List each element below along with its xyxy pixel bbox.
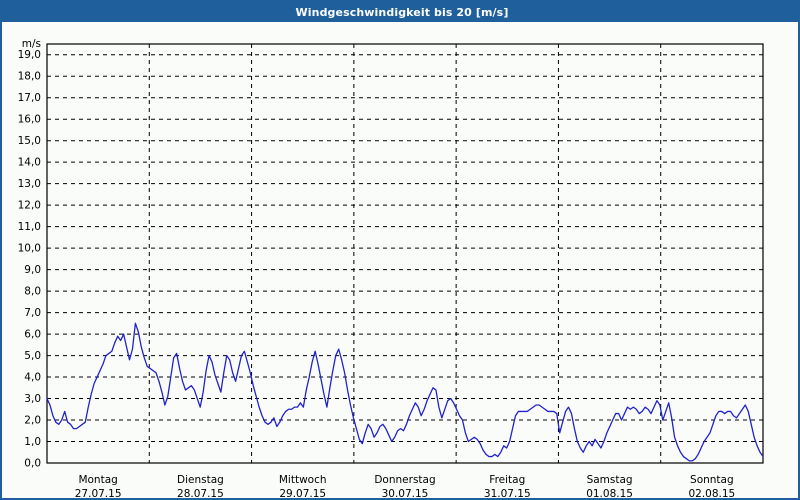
y-axis-tick-label: 11,0 bbox=[18, 221, 41, 233]
y-axis-tick-label: 18,0 bbox=[18, 71, 41, 83]
y-axis-tick-label: 3,0 bbox=[24, 393, 41, 405]
y-axis-tick-label: 5,0 bbox=[24, 350, 41, 362]
y-axis-unit-label: m/s bbox=[22, 38, 41, 50]
wind-speed-line-chart: 0,0 1,0 2,0 3,0 4,0 5,0 6,0 7,0 8,0 9,0 10,0 11,0 12… bbox=[18, 38, 764, 498]
x-axis-date-label: 31.07.15 bbox=[484, 488, 531, 498]
x-axis-date-label: 28.07.15 bbox=[177, 488, 224, 498]
x-axis-day-label: Donnerstag bbox=[374, 474, 435, 486]
y-axis-tick-label: 14,0 bbox=[18, 157, 41, 169]
x-axis-day-label: Samstag bbox=[587, 474, 633, 486]
grid-lines bbox=[47, 54, 763, 443]
y-axis-tick-label: 7,0 bbox=[24, 307, 41, 319]
wind-speed-series-line bbox=[46, 322, 764, 462]
x-axis-day-label: Sonntag bbox=[690, 474, 734, 486]
y-axis-tick-label: 9,0 bbox=[24, 264, 41, 276]
chart-area: 0,0 1,0 2,0 3,0 4,0 5,0 6,0 7,0 8,0 9,0 10,0 11,0 12… bbox=[2, 22, 798, 498]
y-axis-tick-label: 19,0 bbox=[18, 49, 41, 61]
y-axis-tick-label: 12,0 bbox=[18, 200, 41, 212]
plot-frame bbox=[46, 43, 764, 464]
x-axis-day-label: Freitag bbox=[489, 474, 525, 486]
y-axis-tick-labels: 0,0 1,0 2,0 3,0 4,0 5,0 6,0 7,0 8,0 9,0 10,0 11,0 12… bbox=[18, 49, 41, 469]
y-axis-tick-label: 15,0 bbox=[18, 135, 41, 147]
y-axis-tick-label: 6,0 bbox=[24, 329, 41, 341]
x-axis-date-label: 30.07.15 bbox=[382, 488, 429, 498]
x-axis-tick-labels: Montag 27.07.15 Dienstag 28.07.15 Mittwoch 29… bbox=[75, 474, 735, 498]
y-axis-tick-label: 1,0 bbox=[24, 436, 41, 448]
y-axis-tick-label: 13,0 bbox=[18, 178, 41, 190]
y-axis-tick-label: 4,0 bbox=[24, 372, 41, 384]
day-divider-lines bbox=[148, 44, 662, 463]
window-title: Windgeschwindigkeit bis 20 [m/s] bbox=[295, 5, 509, 19]
y-axis-tick-label: 0,0 bbox=[24, 458, 41, 470]
x-axis-date-label: 01.08.15 bbox=[586, 488, 633, 498]
x-axis-date-label: 27.07.15 bbox=[75, 488, 122, 498]
y-axis-tick-label: 2,0 bbox=[24, 415, 41, 427]
x-axis-day-label: Montag bbox=[78, 474, 117, 486]
y-axis-tick-label: 8,0 bbox=[24, 286, 41, 298]
y-axis-tick-label: 10,0 bbox=[18, 243, 41, 255]
y-axis-tick-label: 17,0 bbox=[18, 92, 41, 104]
x-axis-date-label: 29.07.15 bbox=[279, 488, 326, 498]
x-axis-day-label: Mittwoch bbox=[279, 474, 327, 486]
y-axis-unit-text: m/s bbox=[22, 38, 41, 50]
x-axis-day-label: Dienstag bbox=[177, 474, 224, 486]
plot-border bbox=[46, 43, 764, 464]
window-title-bar: Windgeschwindigkeit bis 20 [m/s] bbox=[2, 2, 798, 22]
wind-speed-polyline bbox=[46, 322, 764, 462]
y-axis-tick-label: 16,0 bbox=[18, 114, 41, 126]
x-axis-date-label: 02.08.15 bbox=[688, 488, 735, 498]
